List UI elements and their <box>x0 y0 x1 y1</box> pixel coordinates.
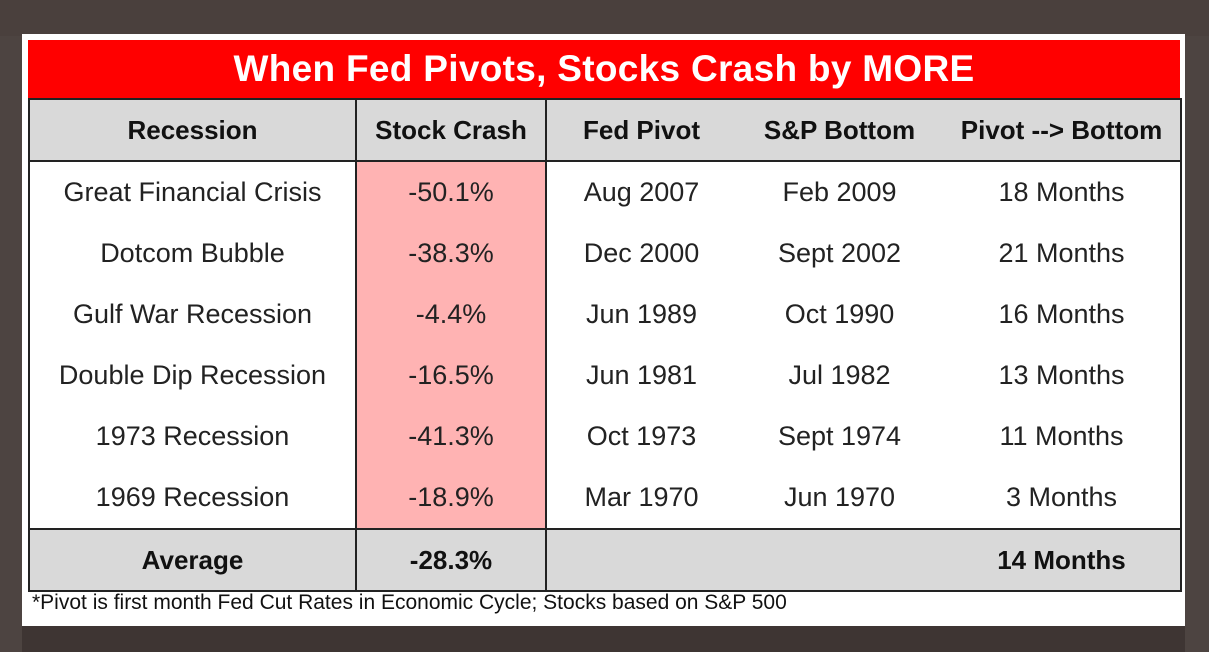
cell-recession: 1969 Recession <box>29 467 356 529</box>
background-left <box>0 36 22 652</box>
average-label: Average <box>29 529 356 591</box>
cell-bottom: Oct 1990 <box>736 284 943 345</box>
cell-recession: Dotcom Bubble <box>29 223 356 284</box>
cell-recession: Double Dip Recession <box>29 345 356 406</box>
cell-crash: -38.3% <box>356 223 546 284</box>
cell-duration: 11 Months <box>943 406 1181 467</box>
header-pivot-to-bottom: Pivot --> Bottom <box>943 99 1181 161</box>
cell-bottom: Sept 2002 <box>736 223 943 284</box>
cell-duration: 21 Months <box>943 223 1181 284</box>
cell-duration: 3 Months <box>943 467 1181 529</box>
cell-bottom: Feb 2009 <box>736 161 943 223</box>
cell-bottom: Jun 1970 <box>736 467 943 529</box>
table-row: Gulf War Recession -4.4% Jun 1989 Oct 19… <box>29 284 1181 345</box>
header-recession: Recession <box>29 99 356 161</box>
cell-duration: 13 Months <box>943 345 1181 406</box>
cell-crash: -41.3% <box>356 406 546 467</box>
cell-recession: 1973 Recession <box>29 406 356 467</box>
cell-duration: 16 Months <box>943 284 1181 345</box>
cell-crash: -16.5% <box>356 345 546 406</box>
cell-pivot: Jun 1981 <box>546 345 736 406</box>
cell-pivot: Mar 1970 <box>546 467 736 529</box>
table-card: When Fed Pivots, Stocks Crash by MORE Re… <box>22 34 1185 626</box>
cell-pivot: Dec 2000 <box>546 223 736 284</box>
cell-pivot: Jun 1989 <box>546 284 736 345</box>
cell-crash: -18.9% <box>356 467 546 529</box>
background-right <box>1185 36 1209 652</box>
cell-pivot: Oct 1973 <box>546 406 736 467</box>
table-title: When Fed Pivots, Stocks Crash by MORE <box>28 40 1180 98</box>
recession-table: Recession Stock Crash Fed Pivot S&P Bott… <box>28 98 1182 592</box>
cell-crash: -4.4% <box>356 284 546 345</box>
cell-recession: Great Financial Crisis <box>29 161 356 223</box>
background-top <box>0 0 1209 36</box>
header-row: Recession Stock Crash Fed Pivot S&P Bott… <box>29 99 1181 161</box>
footnote: *Pivot is first month Fed Cut Rates in E… <box>32 591 787 615</box>
table-row: 1969 Recession -18.9% Mar 1970 Jun 1970 … <box>29 467 1181 529</box>
average-row: Average -28.3% 14 Months <box>29 529 1181 591</box>
cell-pivot: Aug 2007 <box>546 161 736 223</box>
cell-crash: -50.1% <box>356 161 546 223</box>
cell-bottom: Jul 1982 <box>736 345 943 406</box>
average-crash: -28.3% <box>356 529 546 591</box>
header-fed-pivot: Fed Pivot <box>546 99 736 161</box>
table-row: 1973 Recession -41.3% Oct 1973 Sept 1974… <box>29 406 1181 467</box>
average-empty-bottom <box>736 529 943 591</box>
table-row: Double Dip Recession -16.5% Jun 1981 Jul… <box>29 345 1181 406</box>
average-empty-pivot <box>546 529 736 591</box>
cell-bottom: Sept 1974 <box>736 406 943 467</box>
average-duration: 14 Months <box>943 529 1181 591</box>
table-row: Dotcom Bubble -38.3% Dec 2000 Sept 2002 … <box>29 223 1181 284</box>
cell-recession: Gulf War Recession <box>29 284 356 345</box>
cell-duration: 18 Months <box>943 161 1181 223</box>
header-sp-bottom: S&P Bottom <box>736 99 943 161</box>
header-stock-crash: Stock Crash <box>356 99 546 161</box>
table-row: Great Financial Crisis -50.1% Aug 2007 F… <box>29 161 1181 223</box>
